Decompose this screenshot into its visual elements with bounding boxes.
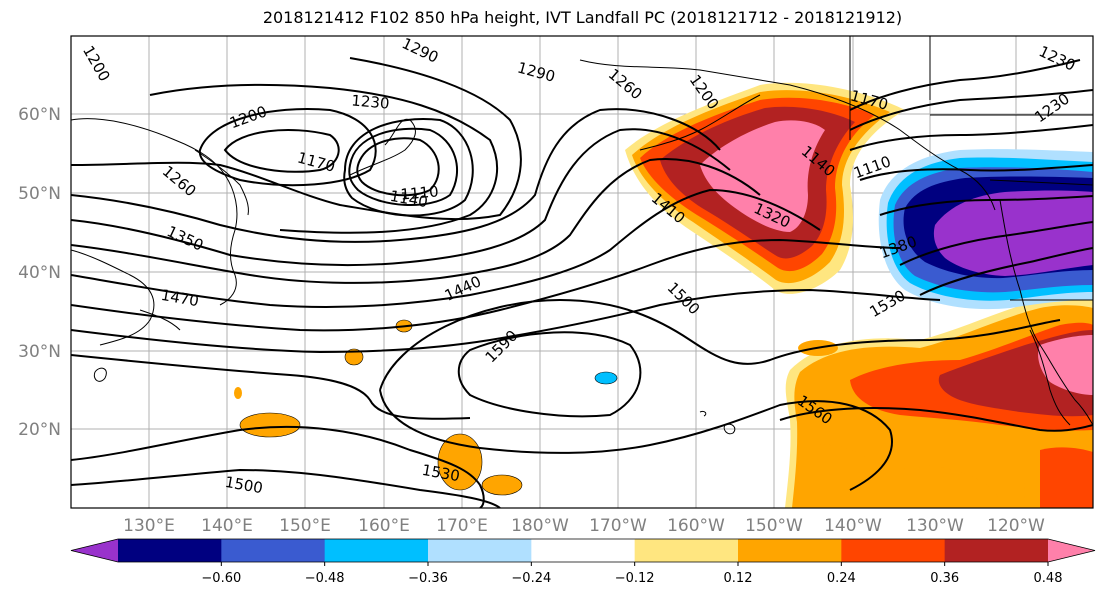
lon-label: 120°W [987,516,1045,536]
contour-labels: 1200 1290 1290 1260 1200 1230 1200 1170 … [79,34,1078,497]
colorbar-outline [70,538,1096,563]
map-panel [71,36,1093,508]
colorbar-segment [324,539,429,562]
lon-label: 130°W [906,516,964,536]
ivt-negative-pacific-nw [878,149,1093,310]
colorbar-tick-label: −0.12 [615,571,655,586]
lat-label: 30°N [18,342,61,362]
lon-label: 150°W [745,516,803,536]
lon-label: 140°W [824,516,882,536]
lon-label: 160°E [358,516,410,536]
colorbar-tick-label: 0.48 [1034,571,1063,586]
lat-label: 50°N [18,184,61,204]
ivt-positive-subtropical [785,297,1093,508]
colorbar-segment [118,539,222,562]
lon-label: 150°E [279,516,331,536]
colorbar-segment [428,539,532,562]
height-contours [71,57,1093,508]
colorbar-tick-label: −0.60 [201,571,241,586]
contour-label: 1110 [400,182,440,203]
colorbar-segment [634,539,739,562]
colorbar-tick-label: −0.36 [408,571,448,586]
colorbar-segment [944,539,1049,562]
colorbar-segment [531,539,636,562]
colorbar-tick-label: 0.36 [930,571,959,586]
colorbar: −0.60 −0.48 −0.36 −0.24 −0.12 0.12 0.24 0.36 0.4… [70,538,1096,586]
latitude-labels: 60°N 50°N 40°N 30°N 20°N [18,105,61,440]
lat-label: 60°N [18,105,61,125]
colorbar-extend-high [1048,539,1095,562]
lon-label: 130°E [123,516,175,536]
colorbar-tick-label: 0.24 [827,571,856,586]
colorbar-tick-label: −0.48 [305,571,345,586]
lat-label: 40°N [18,263,61,283]
lon-label: 160°W [667,516,725,536]
contour-label: 1230 [351,91,391,112]
colorbar-segment [841,539,946,562]
lon-label: 170°E [436,516,488,536]
map-frame [70,35,1094,509]
colorbar-segment [221,539,326,562]
colorbar-segment [738,539,842,562]
map-title: 2018121412 F102 850 hPa height, IVT Land… [262,8,903,27]
longitude-labels: 130°E 140°E 150°E 160°E 170°E 180°W 170°… [123,516,1045,536]
colorbar-tick-label: 0.12 [724,571,753,586]
lon-label: 180°W [511,516,569,536]
lon-label: 140°E [201,516,253,536]
colorbar-extend-low [71,539,118,562]
lon-label: 170°W [589,516,647,536]
lat-label: 20°N [18,420,61,440]
colorbar-tick-label: −0.24 [511,571,551,586]
